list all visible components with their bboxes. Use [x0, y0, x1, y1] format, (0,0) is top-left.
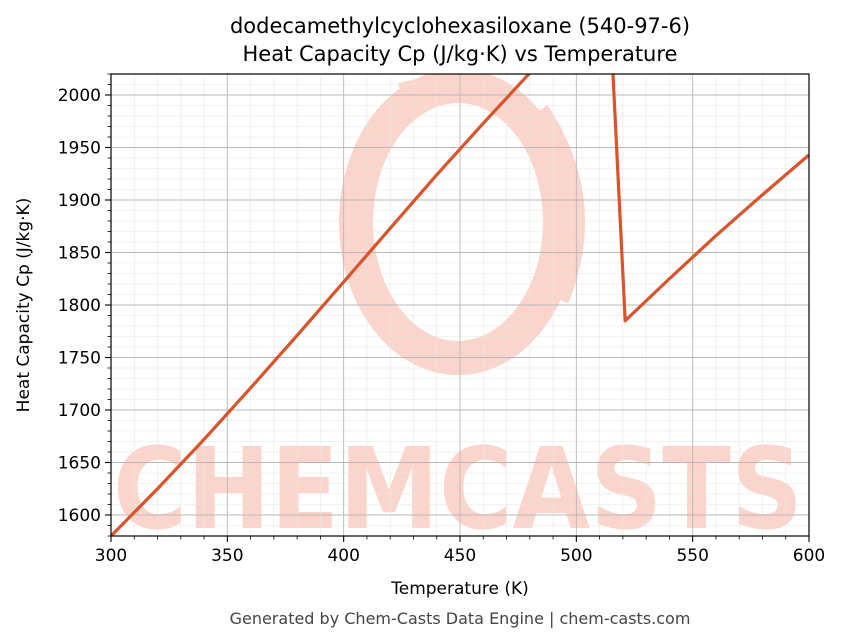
x-tick-label: 350 — [211, 546, 243, 566]
y-tick-label: 1650 — [58, 454, 101, 474]
x-tick-label: 500 — [560, 546, 592, 566]
x-axis-label: Temperature (K) — [390, 579, 529, 599]
footer-credit: Generated by Chem-Casts Data Engine | ch… — [230, 609, 691, 628]
y-tick-label: 1600 — [58, 506, 101, 526]
x-tick-labels: 300 350 400 450 500 550 600 — [95, 546, 825, 566]
watermark-text: CHEMCASTS — [113, 425, 803, 555]
y-axis-label: Heat Capacity Cp (J/kg·K) — [14, 198, 34, 413]
series-line-cp — [111, 74, 809, 536]
x-tick-label: 300 — [95, 546, 127, 566]
y-tick-labels: 1600 1650 1700 1750 1800 1850 1900 1950 2000 — [58, 86, 101, 526]
y-tick-label: 1700 — [58, 401, 101, 421]
chart-title-line1: dodecamethylcyclohexasiloxane (540-97-6) — [230, 14, 690, 38]
y-tick-label: 2000 — [58, 86, 101, 106]
x-tick-label: 450 — [444, 546, 476, 566]
y-tick-label: 1850 — [58, 244, 101, 264]
y-tick-label: 1900 — [58, 191, 101, 211]
y-tick-label: 1950 — [58, 139, 101, 159]
x-tick-label: 550 — [676, 546, 708, 566]
axis-ticks — [105, 73, 810, 542]
x-tick-label: 600 — [793, 546, 825, 566]
y-tick-label: 1750 — [58, 349, 101, 369]
x-tick-label: 400 — [327, 546, 359, 566]
chart-title-line2: Heat Capacity Cp (J/kg·K) vs Temperature — [243, 42, 678, 66]
y-tick-label: 1800 — [58, 296, 101, 316]
